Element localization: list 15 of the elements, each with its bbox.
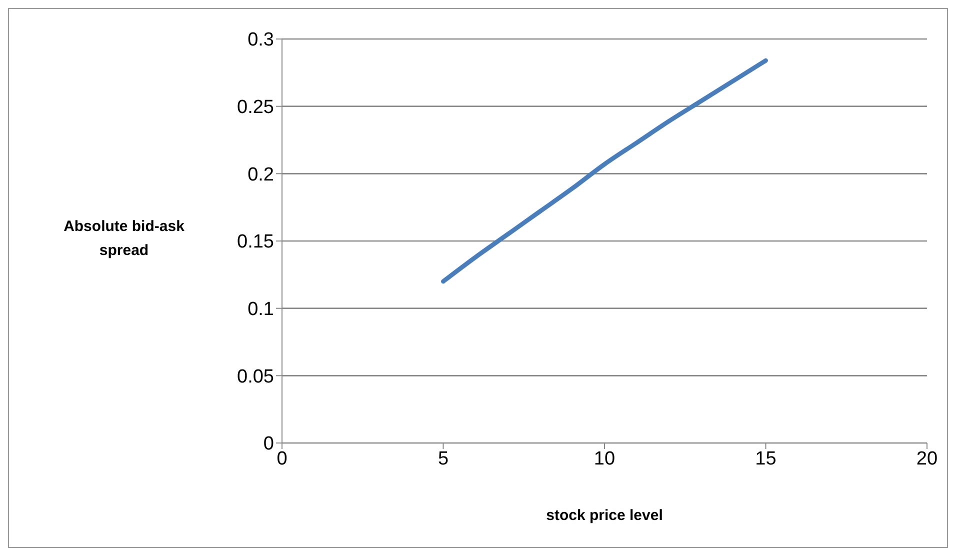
x-tick-label: 5 [438, 448, 449, 470]
x-tick-label: 10 [594, 448, 616, 470]
y-tick-label: 0.2 [248, 164, 274, 186]
y-tick-label: 0 [263, 434, 274, 455]
y-tick-label: 0.25 [237, 97, 274, 118]
y-tick-label: 0.15 [237, 232, 274, 253]
y-axis-title: Absolute bid-ask spread [62, 217, 186, 261]
y-tick-label: 0.3 [248, 30, 274, 51]
x-tick-label: 20 [916, 448, 938, 470]
line-series [441, 58, 768, 284]
y-tick-label: 0.1 [248, 299, 274, 320]
y-tick-label: 0.05 [237, 366, 274, 388]
x-tick-label: 15 [755, 448, 776, 470]
x-tick-label: 0 [276, 448, 288, 470]
x-axis-title: stock price level [545, 507, 664, 524]
